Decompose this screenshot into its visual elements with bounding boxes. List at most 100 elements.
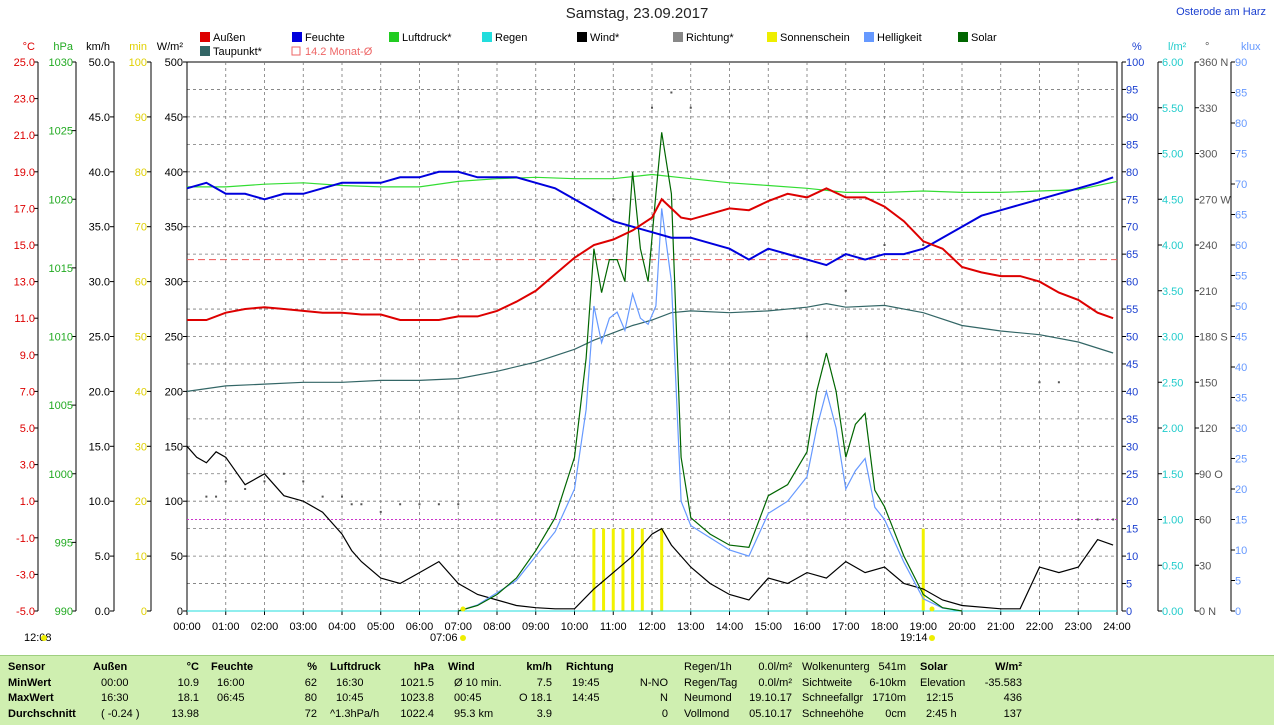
axis-label-pct: 100 <box>1126 57 1144 69</box>
series-helligkeit <box>458 208 963 612</box>
cell-time: 16:30 <box>101 692 129 704</box>
direction-point <box>437 503 440 506</box>
info-label: Wolkenunterg <box>802 661 870 673</box>
axis-label-dir: 120 <box>1199 423 1217 435</box>
info-label: Vollmond <box>684 708 730 720</box>
direction-point <box>399 503 402 506</box>
x-tick-label: 05:00 <box>367 621 395 633</box>
direction-point <box>350 503 353 506</box>
axis-label-temp: -1.0 <box>16 533 35 545</box>
axis-label-temp: 1.0 <box>20 496 35 508</box>
legend-label: Helligkeit <box>877 32 922 44</box>
col-header: Außen <box>93 661 128 673</box>
cell-value: 3.9 <box>536 708 552 720</box>
legend-swatch <box>864 32 874 42</box>
axis-label-temp: 15.0 <box>14 240 35 252</box>
sunshine-bar <box>592 528 596 611</box>
axis-label-wm2: 350 <box>165 222 183 234</box>
direction-point <box>379 510 382 513</box>
sunshine-bar <box>611 528 615 611</box>
axis-label-dir: 0 N <box>1199 606 1216 618</box>
axis-label-klux: 65 <box>1235 210 1247 222</box>
axis-label-temp: 21.0 <box>14 130 35 142</box>
info-value: 541m <box>878 661 906 673</box>
axis-label-min: 90 <box>135 112 147 124</box>
info-value: 436 <box>1003 692 1022 704</box>
cell-time: 95.3 km <box>454 708 494 720</box>
axis-unit-rain: l/m² <box>1168 41 1187 53</box>
axis-label-dir: 180 S <box>1199 332 1228 344</box>
axis-label-hpa: 1025 <box>49 126 73 138</box>
axis-label-temp: 7.0 <box>20 386 35 398</box>
cell-value: N-NO <box>639 677 668 689</box>
axis-label-klux: 10 <box>1235 545 1247 557</box>
direction-point <box>302 480 305 483</box>
legend-label: 14.2 Monat-Ø <box>305 46 373 58</box>
direction-point <box>244 488 247 490</box>
legend-label: Feuchte <box>305 32 345 44</box>
axis-label-min: 40 <box>135 386 147 398</box>
axis-label-dir: 270 W <box>1199 194 1231 206</box>
x-tick-label: 16:00 <box>793 621 821 633</box>
axis-label-hpa: 1015 <box>49 263 73 275</box>
axis-label-hpa: 1000 <box>49 469 73 481</box>
direction-point <box>922 244 925 246</box>
direction-point <box>215 495 218 498</box>
info-label: Schneefallgr <box>802 692 864 704</box>
axis-label-pct: 20 <box>1126 496 1138 508</box>
axis-label-wm2: 300 <box>165 277 183 289</box>
axis-label-pct: 40 <box>1126 386 1138 398</box>
axis-label-klux: 50 <box>1235 301 1247 313</box>
cell-time: 00:00 <box>101 677 129 689</box>
axis-label-pct: 25 <box>1126 469 1138 481</box>
luftdruck-block: Luftdruck hPa 16:30 10:45 ^1.3hPa/h 1021… <box>330 656 438 725</box>
col-header: Feuchte <box>211 661 254 673</box>
richtung-block: Richtung 19:45 14:45 N-NO N 0 <box>566 656 672 725</box>
x-tick-label: 10:00 <box>561 621 589 633</box>
sunshine-bar <box>602 528 606 611</box>
x-tick-label: 17:00 <box>832 621 860 633</box>
col-unit: km/h <box>526 661 552 673</box>
axis-label-klux: 35 <box>1235 393 1247 405</box>
station-link[interactable]: Osterode am Harz <box>1176 6 1266 18</box>
col-header: Solar <box>920 661 948 673</box>
axis-label-hpa: 1030 <box>49 57 73 69</box>
row-header: Durchschnitt <box>8 708 76 720</box>
direction-point <box>282 472 285 475</box>
col-unit: % <box>307 661 317 673</box>
x-tick-label: 13:00 <box>677 621 705 633</box>
legend-swatch <box>291 46 301 56</box>
x-tick-label: 04:00 <box>328 621 356 633</box>
axis-unit-hpa: hPa <box>53 41 73 53</box>
info-label: Regen/Tag <box>684 677 738 689</box>
series-taupunkt <box>186 302 1114 392</box>
axis-label-temp: 23.0 <box>14 94 35 106</box>
direction-point <box>612 198 615 201</box>
cell-time: 19:45 <box>572 677 600 689</box>
axis-label-min: 100 <box>129 57 147 69</box>
axis-label-pct: 80 <box>1126 167 1138 179</box>
cell-value: 18.1 <box>177 692 199 704</box>
axis-label-klux: 40 <box>1235 362 1247 374</box>
axis-label-pct: 55 <box>1126 304 1138 316</box>
axis-label-wm2: 200 <box>165 386 183 398</box>
cell-value: 0 <box>661 708 668 720</box>
direction-point <box>883 244 886 246</box>
sun-noon-icon <box>41 635 47 641</box>
axis-label-klux: 30 <box>1235 423 1247 435</box>
cell-value: 72 <box>304 708 317 720</box>
direction-point <box>1077 518 1080 521</box>
axis-label-rain: 1.00 <box>1162 515 1183 527</box>
info-value: 0.0l/m² <box>758 677 792 689</box>
axis-label-min: 80 <box>135 167 147 179</box>
legend-label: Wind* <box>590 32 620 44</box>
axis-label-pct: 30 <box>1126 441 1138 453</box>
axis-label-dir: 30 <box>1199 560 1211 572</box>
x-tick-label: 00:00 <box>173 621 201 633</box>
sunshine-bar <box>660 528 664 611</box>
axis-label-wm2: 500 <box>165 57 183 69</box>
axis-label-hpa: 1020 <box>49 194 73 206</box>
legend-swatch <box>767 32 777 42</box>
info-value: -35.583 <box>984 677 1022 689</box>
x-tick-label: 19:00 <box>909 621 937 633</box>
